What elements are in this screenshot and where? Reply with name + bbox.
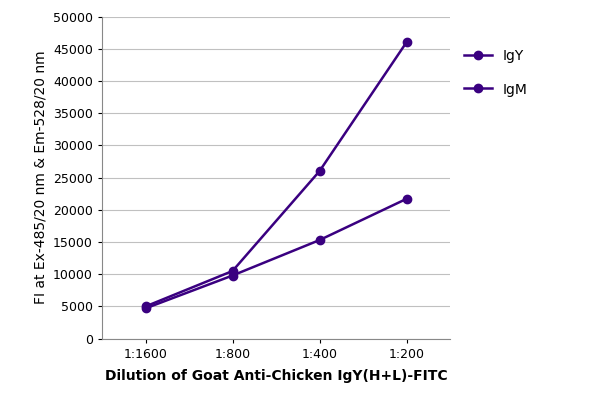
IgY	[229, 268, 236, 273]
X-axis label: Dilution of Goat Anti-Chicken IgY(H+L)-FITC: Dilution of Goat Anti-Chicken IgY(H+L)-F…	[104, 369, 448, 383]
IgY	[142, 304, 149, 309]
IgM	[142, 306, 149, 311]
Line: IgM: IgM	[142, 195, 410, 313]
Legend: IgY, IgM: IgY, IgM	[464, 49, 527, 97]
IgM	[403, 196, 410, 201]
Y-axis label: FI at Ex-485/20 nm & Em-528/20 nm: FI at Ex-485/20 nm & Em-528/20 nm	[34, 51, 47, 304]
IgM	[229, 273, 236, 278]
IgY	[403, 40, 410, 45]
Line: IgY: IgY	[142, 38, 410, 311]
IgM	[316, 237, 323, 242]
IgY	[316, 169, 323, 173]
